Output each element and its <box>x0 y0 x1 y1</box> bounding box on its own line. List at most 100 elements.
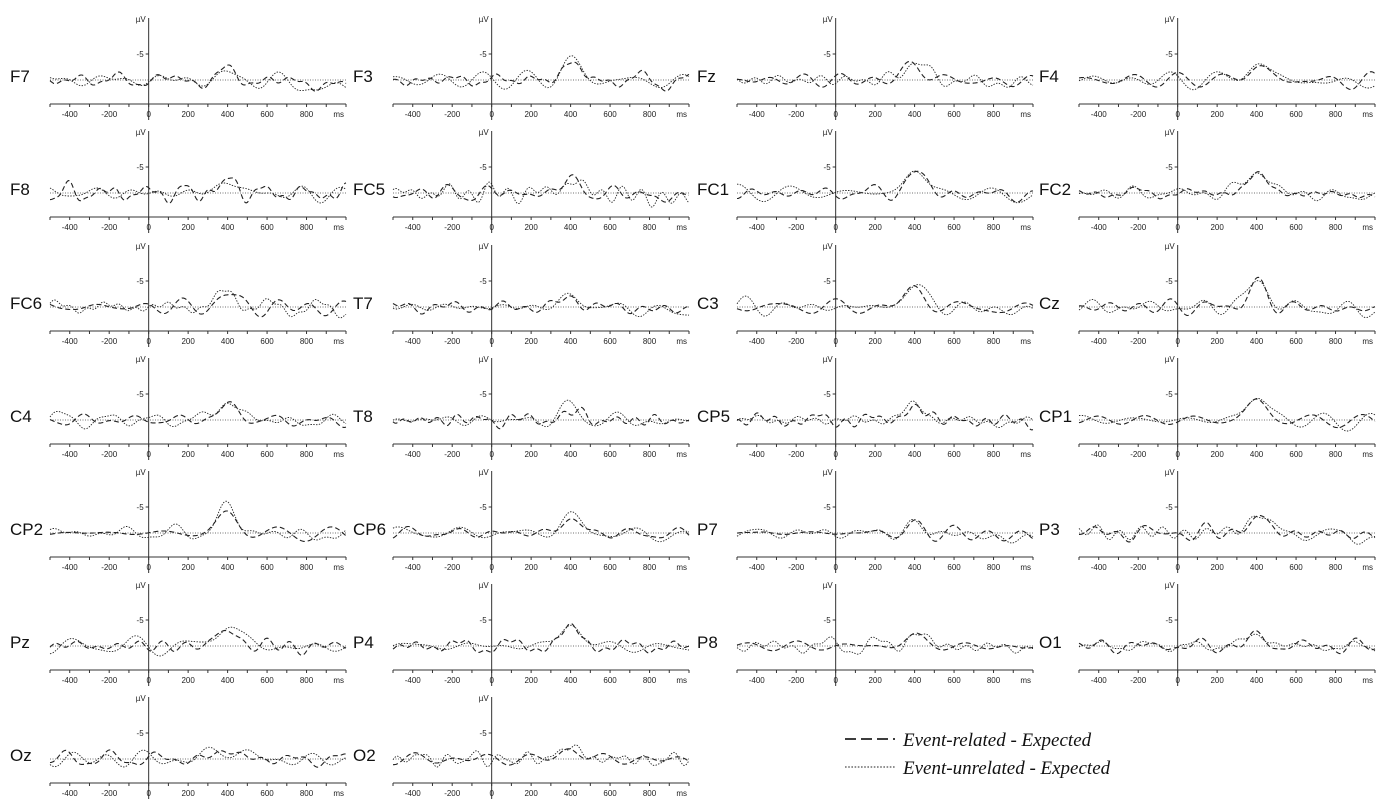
x-tick-label: 400 <box>908 223 922 232</box>
x-tick-label: 0 <box>833 563 838 572</box>
channel-label: C4 <box>10 407 32 426</box>
x-unit-label: ms <box>333 337 344 346</box>
x-tick-label: 800 <box>300 676 314 685</box>
series-event-unrelated <box>1078 280 1376 319</box>
x-tick-label: 400 <box>221 110 235 119</box>
y-unit-label: µV <box>479 468 490 477</box>
x-tick-label: 400 <box>564 676 578 685</box>
x-tick-label: 0 <box>146 789 151 798</box>
x-tick-label: 0 <box>833 337 838 346</box>
y-unit-label: µV <box>1165 468 1176 477</box>
series-event-related <box>737 403 1034 431</box>
erp-panel-cp5: CP5 µV -5 -400 -200 0 200 400 600 800 ms <box>697 355 1034 460</box>
x-tick-label: -400 <box>405 563 422 572</box>
series-event-unrelated <box>392 511 690 543</box>
y-tick-label: -5 <box>137 163 145 172</box>
x-tick-label: 600 <box>603 223 617 232</box>
y-tick-label: -5 <box>1166 390 1174 399</box>
x-tick-label: 600 <box>947 337 961 346</box>
channel-label: F4 <box>1039 67 1059 86</box>
x-tick-label: 0 <box>1175 563 1180 572</box>
channel-label: CP1 <box>1039 407 1072 426</box>
x-unit-label: ms <box>1020 337 1031 346</box>
x-tick-label: 400 <box>1250 676 1264 685</box>
channel-label: F8 <box>10 180 30 199</box>
x-tick-label: 400 <box>564 563 578 572</box>
x-tick-label: -200 <box>444 337 461 346</box>
series-event-related <box>736 285 1034 315</box>
y-tick-label: -5 <box>480 50 488 59</box>
series-event-unrelated <box>49 70 347 92</box>
series-event-related <box>49 749 347 768</box>
x-tick-label: 800 <box>300 110 314 119</box>
x-tick-label: 0 <box>146 110 151 119</box>
x-tick-label: 600 <box>1289 223 1303 232</box>
x-unit-label: ms <box>333 676 344 685</box>
x-tick-label: -200 <box>1130 337 1147 346</box>
erp-panel-cp6: CP6 µV -5 -400 -200 0 200 400 600 800 ms <box>353 468 690 573</box>
x-tick-label: 200 <box>868 337 882 346</box>
x-unit-label: ms <box>1020 676 1031 685</box>
x-tick-label: -400 <box>1091 563 1108 572</box>
channel-label: FC5 <box>353 180 385 199</box>
x-tick-label: 600 <box>260 450 274 459</box>
y-unit-label: µV <box>823 581 834 590</box>
x-tick-label: 0 <box>146 563 151 572</box>
erp-panel-c3: C3 µV -5 -400 -200 0 200 400 600 800 ms <box>697 242 1034 347</box>
erp-panel-f7: F7 µV -5 -400 -200 0 200 400 600 800 ms <box>10 15 347 120</box>
y-unit-label: µV <box>136 694 147 703</box>
series-event-related <box>737 170 1034 203</box>
x-tick-label: 600 <box>1289 563 1303 572</box>
x-tick-label: 400 <box>564 223 578 232</box>
x-tick-label: 200 <box>181 450 195 459</box>
x-unit-label: ms <box>333 563 344 572</box>
legend-label-event-related: Event-related - Expected <box>902 730 1092 751</box>
x-tick-label: -400 <box>1091 676 1108 685</box>
x-tick-label: 800 <box>987 337 1001 346</box>
x-tick-label: 600 <box>1289 337 1303 346</box>
x-tick-label: -200 <box>1130 450 1147 459</box>
x-tick-label: 0 <box>489 223 494 232</box>
y-unit-label: µV <box>823 355 834 364</box>
x-tick-label: 600 <box>947 676 961 685</box>
channel-label: T7 <box>353 294 373 313</box>
x-unit-label: ms <box>1362 110 1373 119</box>
x-tick-label: 600 <box>1289 676 1303 685</box>
erp-panel-pz: Pz µV -5 -400 -200 0 200 400 600 800 ms <box>10 581 347 686</box>
x-unit-label: ms <box>676 337 687 346</box>
series-event-unrelated <box>1078 397 1376 432</box>
series-event-related <box>392 406 690 430</box>
legend: Event-related - Expected Event-unrelated… <box>845 730 1111 779</box>
erp-panel-cp1: CP1 µV -5 -400 -200 0 200 400 600 800 ms <box>1039 355 1376 460</box>
x-tick-label: 0 <box>489 789 494 798</box>
x-tick-label: 0 <box>1175 450 1180 459</box>
channel-label: FC1 <box>697 180 729 199</box>
x-tick-label: 0 <box>489 110 494 119</box>
x-tick-label: 800 <box>1329 337 1343 346</box>
x-tick-label: -400 <box>749 337 766 346</box>
x-tick-label: 200 <box>1210 563 1224 572</box>
x-tick-label: 0 <box>833 110 838 119</box>
x-tick-label: 200 <box>524 563 538 572</box>
x-tick-label: 600 <box>1289 110 1303 119</box>
series-event-related <box>1078 630 1376 655</box>
series-event-related <box>1078 276 1376 317</box>
y-unit-label: µV <box>136 468 147 477</box>
channel-label: O1 <box>1039 633 1062 652</box>
y-tick-label: -5 <box>137 616 145 625</box>
x-tick-label: 200 <box>524 676 538 685</box>
channel-label: O2 <box>353 746 376 765</box>
y-unit-label: µV <box>823 242 834 251</box>
series-event-related <box>393 61 690 92</box>
channel-label: CP2 <box>10 520 43 539</box>
x-tick-label: -200 <box>101 563 118 572</box>
erp-panel-fc1: FC1 µV -5 -400 -200 0 200 400 600 800 ms <box>697 128 1034 233</box>
x-tick-label: 200 <box>524 337 538 346</box>
series-event-related <box>393 748 690 766</box>
x-tick-label: -200 <box>101 110 118 119</box>
x-tick-label: -200 <box>788 676 805 685</box>
x-tick-label: -200 <box>444 450 461 459</box>
x-tick-label: 400 <box>221 450 235 459</box>
y-unit-label: µV <box>1165 355 1176 364</box>
